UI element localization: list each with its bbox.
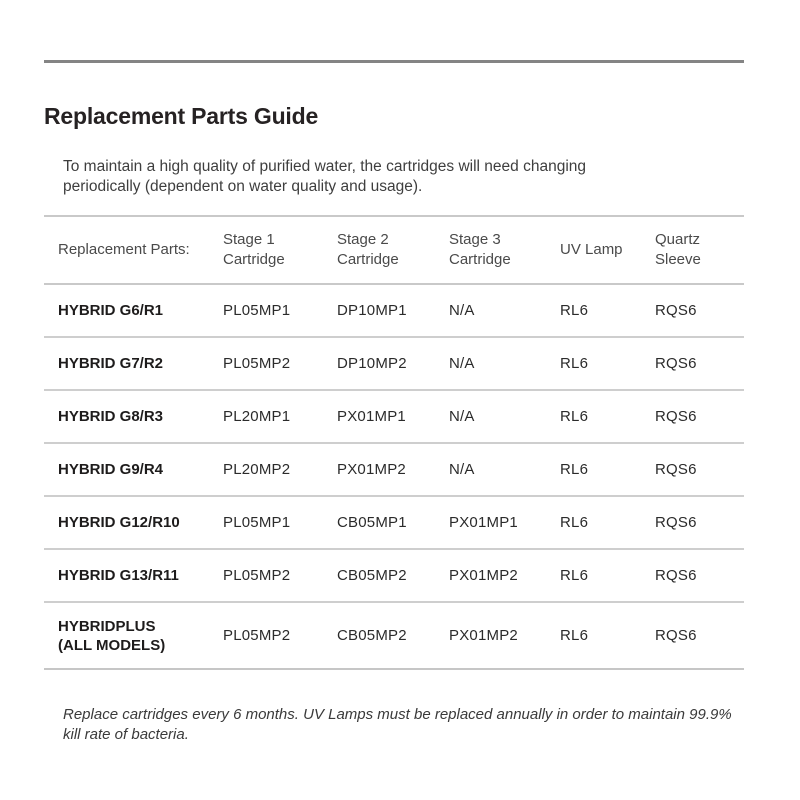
- uv-lamp-cell: RL6: [560, 627, 589, 644]
- model-cell: HYBRID G7/R2: [58, 355, 164, 372]
- column-header-stage2-cartridge: Stage 2 Cartridge: [337, 231, 399, 268]
- table-row: HYBRID G7/R2 PL05MP2 DP10MP2 N/A RL6 RQS…: [44, 338, 744, 391]
- stage2-cartridge-cell: CB05MP2: [337, 627, 407, 644]
- stage3-cartridge-cell: N/A: [449, 355, 475, 372]
- quartz-sleeve-cell: RQS6: [655, 302, 697, 319]
- top-divider: [44, 60, 744, 63]
- quartz-sleeve-cell: RQS6: [655, 461, 697, 478]
- footnote-text: Replace cartridges every 6 months. UV La…: [63, 706, 732, 743]
- column-header-stage1-cartridge: Stage 1 Cartridge: [223, 231, 285, 268]
- uv-lamp-cell: RL6: [560, 567, 589, 584]
- uv-lamp-cell: RL6: [560, 302, 589, 319]
- stage2-cartridge-cell: PX01MP1: [337, 408, 406, 425]
- table-row: HYBRIDPLUS (ALL MODELS) PL05MP2 CB05MP2 …: [44, 603, 744, 670]
- stage3-cartridge-cell: N/A: [449, 461, 475, 478]
- stage1-cartridge-cell: PL20MP1: [223, 408, 291, 425]
- quartz-sleeve-cell: RQS6: [655, 567, 697, 584]
- page-title: Replacement Parts Guide: [44, 103, 319, 130]
- quartz-sleeve-cell: RQS6: [655, 408, 697, 425]
- quartz-sleeve-cell: RQS6: [655, 514, 697, 531]
- table-row: HYBRID G8/R3 PL20MP1 PX01MP1 N/A RL6 RQS…: [44, 391, 744, 444]
- table-body: HYBRID G6/R1 PL05MP1 DP10MP1 N/A RL6 RQS…: [44, 285, 744, 670]
- quartz-sleeve-cell: RQS6: [655, 627, 697, 644]
- column-header-uv-lamp: UV Lamp: [560, 241, 623, 258]
- uv-lamp-cell: RL6: [560, 355, 589, 372]
- uv-lamp-cell: RL6: [560, 461, 589, 478]
- stage2-cartridge-cell: DP10MP2: [337, 355, 407, 372]
- table-header: Replacement Parts: Stage 1 Cartridge Sta…: [44, 215, 744, 285]
- stage3-cartridge-cell: N/A: [449, 408, 475, 425]
- column-header-stage3-cartridge: Stage 3 Cartridge: [449, 231, 511, 268]
- table-row: HYBRID G6/R1 PL05MP1 DP10MP1 N/A RL6 RQS…: [44, 285, 744, 338]
- stage2-cartridge-cell: CB05MP1: [337, 514, 407, 531]
- stage1-cartridge-cell: PL05MP2: [223, 355, 291, 372]
- intro-text: To maintain a high quality of purified w…: [63, 157, 587, 196]
- model-cell: HYBRID G12/R10: [58, 514, 180, 531]
- stage3-cartridge-cell: PX01MP1: [449, 514, 518, 531]
- model-cell: HYBRID G13/R11: [58, 567, 179, 584]
- column-header-quartz-sleeve: Quartz Sleeve: [655, 231, 701, 268]
- table-row: HYBRID G12/R10 PL05MP1 CB05MP1 PX01MP1 R…: [44, 497, 744, 550]
- stage1-cartridge-cell: PL05MP1: [223, 514, 291, 531]
- stage3-cartridge-cell: N/A: [449, 302, 475, 319]
- quartz-sleeve-cell: RQS6: [655, 355, 697, 372]
- stage3-cartridge-cell: PX01MP2: [449, 627, 518, 644]
- stage1-cartridge-cell: PL05MP2: [223, 627, 291, 644]
- uv-lamp-cell: RL6: [560, 514, 589, 531]
- model-cell: HYBRID G9/R4: [58, 461, 164, 478]
- stage1-cartridge-cell: PL05MP2: [223, 567, 291, 584]
- table-row: HYBRID G13/R11 PL05MP2 CB05MP2 PX01MP2 R…: [44, 550, 744, 603]
- uv-lamp-cell: RL6: [560, 408, 589, 425]
- model-cell: HYBRID G8/R3: [58, 408, 164, 425]
- stage1-cartridge-cell: PL20MP2: [223, 461, 291, 478]
- stage2-cartridge-cell: DP10MP1: [337, 302, 407, 319]
- stage1-cartridge-cell: PL05MP1: [223, 302, 291, 319]
- stage2-cartridge-cell: PX01MP2: [337, 461, 406, 478]
- stage3-cartridge-cell: PX01MP2: [449, 567, 518, 584]
- table-row: HYBRID G9/R4 PL20MP2 PX01MP2 N/A RL6 RQS…: [44, 444, 744, 497]
- parts-table: Replacement Parts: Stage 1 Cartridge Sta…: [44, 215, 744, 670]
- stage2-cartridge-cell: CB05MP2: [337, 567, 407, 584]
- model-cell: HYBRID G6/R1: [58, 302, 164, 319]
- model-cell: HYBRIDPLUS (ALL MODELS): [58, 617, 166, 654]
- column-header-replacement-parts: Replacement Parts:: [58, 241, 190, 258]
